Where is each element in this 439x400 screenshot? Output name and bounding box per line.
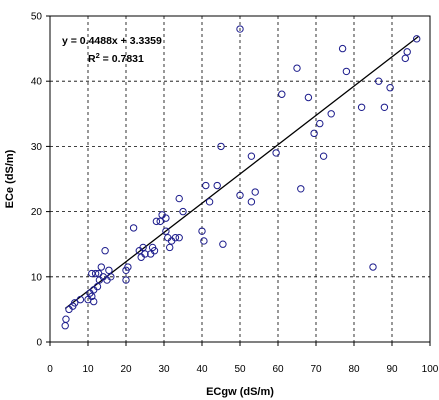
data-point xyxy=(401,54,409,63)
data-point xyxy=(304,93,313,102)
data-point xyxy=(150,247,159,255)
y-tick-label: 50 xyxy=(31,12,43,23)
trendline xyxy=(64,35,419,310)
data-point xyxy=(219,240,227,248)
data-point xyxy=(200,237,208,245)
data-point xyxy=(141,250,149,258)
data-point xyxy=(156,217,164,226)
data-point xyxy=(316,119,324,128)
data-point xyxy=(205,198,214,206)
data-point xyxy=(175,233,183,242)
data-point xyxy=(375,77,383,85)
x-tick-label: 0 xyxy=(47,364,53,375)
x-tick-labels: 0 10 20 30 40 50 60 70 80 90 100 xyxy=(47,342,439,375)
data-point xyxy=(310,129,318,138)
data-point xyxy=(213,181,221,190)
data-point xyxy=(413,35,421,43)
data-point xyxy=(202,181,210,190)
data-point xyxy=(247,198,256,206)
data-point xyxy=(278,90,286,98)
data-point xyxy=(319,152,328,160)
data-point xyxy=(236,25,244,33)
x-tick-label: 30 xyxy=(158,364,170,375)
data-point xyxy=(105,266,113,274)
x-axis-title: ECgw (dS/m) xyxy=(206,386,274,398)
x-tick-label: 60 xyxy=(272,364,284,375)
x-tick-label: 80 xyxy=(348,364,360,375)
data-point xyxy=(342,67,351,76)
y-tick-label: 40 xyxy=(31,77,43,88)
data-point xyxy=(327,110,335,118)
r-squared-label: R2 = 0.7831 xyxy=(88,51,144,65)
data-point xyxy=(162,214,170,222)
x-tick-label: 20 xyxy=(120,364,132,375)
data-point xyxy=(251,188,259,196)
x-tick-label: 10 xyxy=(82,364,94,375)
data-points xyxy=(61,25,421,330)
data-point xyxy=(171,233,180,242)
data-point xyxy=(403,48,411,56)
y-tick-label: 10 xyxy=(31,272,43,283)
data-point xyxy=(162,227,170,235)
data-point xyxy=(90,297,98,306)
equation-label: y = 0.4488x + 3.3359 xyxy=(62,35,162,47)
data-point xyxy=(293,64,301,72)
data-point xyxy=(297,185,305,193)
data-point xyxy=(152,217,161,226)
data-point xyxy=(107,273,115,281)
data-point xyxy=(198,227,206,235)
data-point xyxy=(338,44,347,53)
data-point xyxy=(217,142,225,151)
y-tick-label: 0 xyxy=(36,338,42,349)
data-point xyxy=(129,224,138,232)
data-point xyxy=(62,315,70,323)
data-point xyxy=(88,292,96,301)
data-point xyxy=(166,243,174,252)
data-point xyxy=(175,194,183,203)
data-point xyxy=(101,247,109,255)
y-tick-label: 30 xyxy=(31,142,43,153)
data-point xyxy=(76,295,85,304)
x-tick-label: 70 xyxy=(310,364,322,375)
data-point xyxy=(139,243,147,252)
data-point xyxy=(236,191,244,200)
data-point xyxy=(369,263,377,271)
data-point xyxy=(97,263,106,271)
y-tick-label: 20 xyxy=(31,207,43,218)
data-point xyxy=(179,207,187,216)
gridlines xyxy=(50,16,430,342)
data-point xyxy=(272,149,280,157)
y-tick-labels: 0 10 20 30 40 50 xyxy=(31,12,50,349)
data-point xyxy=(247,152,256,160)
data-point xyxy=(380,103,389,111)
x-tick-label: 50 xyxy=(234,364,246,375)
x-tick-label: 100 xyxy=(422,364,439,375)
data-point xyxy=(386,84,394,92)
x-tick-label: 90 xyxy=(386,364,398,375)
x-tick-label: 40 xyxy=(196,364,208,375)
data-point xyxy=(357,103,366,111)
y-axis-title: ECe (dS/m) xyxy=(4,149,16,208)
data-point xyxy=(122,276,130,284)
data-point xyxy=(91,269,100,278)
data-point xyxy=(93,282,102,291)
data-point xyxy=(124,263,132,271)
data-point xyxy=(71,299,79,307)
